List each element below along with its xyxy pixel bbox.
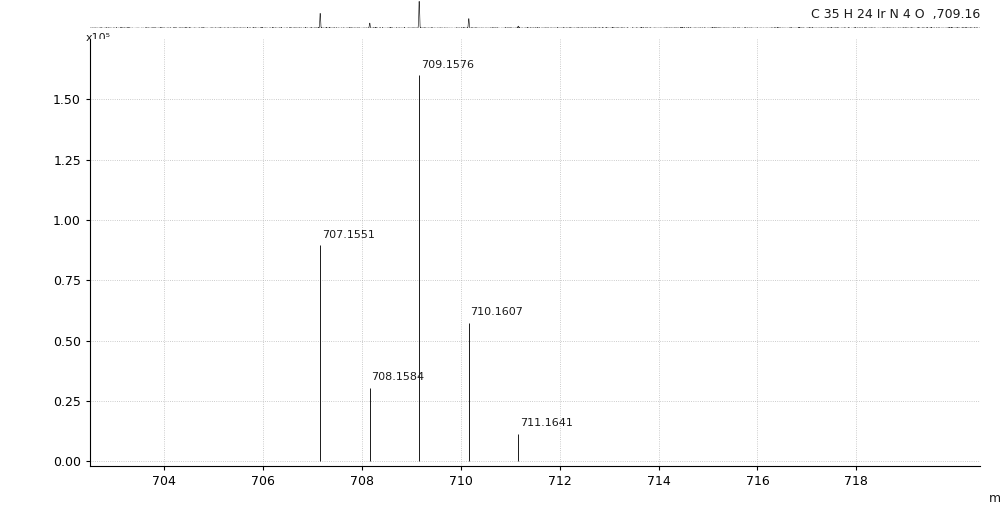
- Text: 711.1641: 711.1641: [520, 419, 573, 428]
- Text: 710.1607: 710.1607: [470, 307, 523, 317]
- Text: 709.1576: 709.1576: [421, 60, 474, 70]
- Text: m/z: m/z: [989, 492, 1000, 505]
- Text: C 35 H 24 Ir N 4 O  ,709.16: C 35 H 24 Ir N 4 O ,709.16: [811, 8, 980, 21]
- Text: 707.1551: 707.1551: [322, 230, 375, 240]
- Text: 708.1584: 708.1584: [371, 372, 424, 382]
- Text: x10⁵: x10⁵: [86, 33, 111, 43]
